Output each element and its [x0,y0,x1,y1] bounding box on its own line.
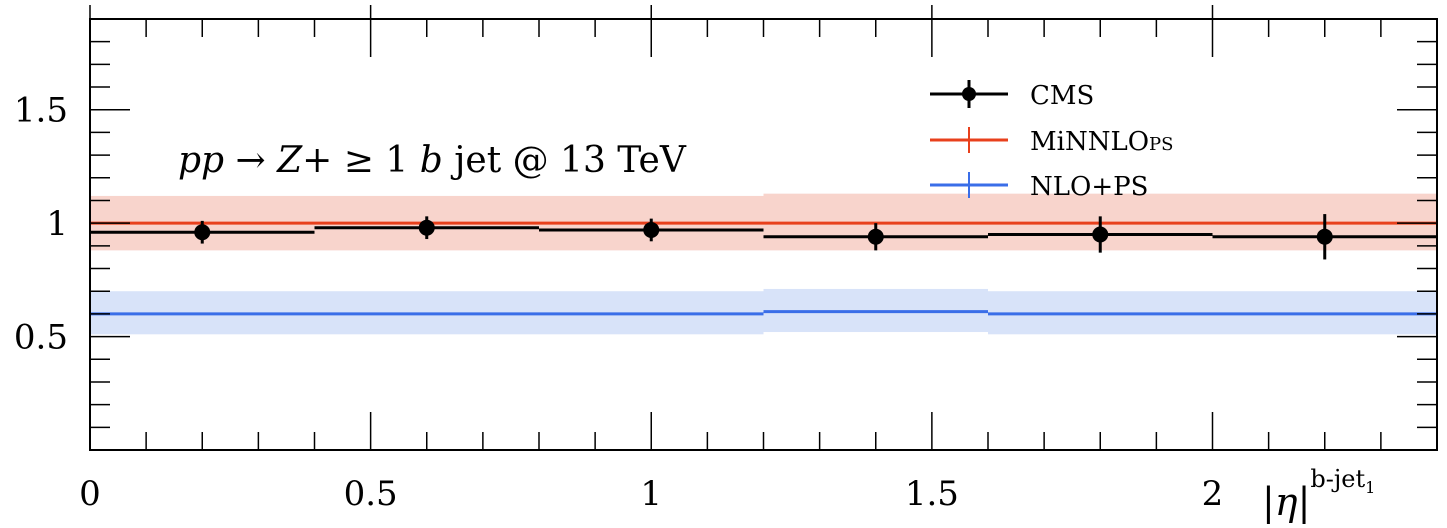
legend-entry-cms: CMS [930,80,1094,111]
x-tick-label-0: 0 [79,474,101,514]
x-tick-label-2: 1 [640,474,662,514]
x-tick-label-1: 0.5 [344,474,398,514]
cms-point-1 [418,219,435,236]
legend-label-nlops: NLO+PS [1030,172,1148,202]
legend-label-minnlo: MiNNLOPS [1030,127,1173,157]
legend-label-cms: CMS [1030,81,1094,111]
y-tick-label-2: 1.5 [14,91,68,131]
y-tick-label-0: 0.5 [14,318,68,358]
legend-dot-cms [962,87,976,101]
x-tick-label-3: 1.5 [905,474,959,514]
cms-point-0 [194,224,211,241]
legend-entry-minnlo: MiNNLOPS [930,127,1173,157]
process-annotation: pp → Z+ ≥ 1 b jet @ 13 TeV [178,140,687,181]
cms-point-2 [643,221,660,238]
cms-point-4 [1092,226,1109,243]
legend: CMS MiNNLOPS NLO+PS [930,80,1173,202]
data-points [90,214,1437,260]
tick-labels: 0 0.5 1 1.5 2 0.5 1 1.5 [14,91,1223,514]
x-tick-label-4: 2 [1202,474,1224,514]
cms-point-3 [867,228,884,245]
legend-entry-nlops: NLO+PS [930,172,1148,202]
y-tick-label-1: 1 [46,204,68,244]
x-axis-label: |η|b-jet1 [1262,465,1375,524]
axes [89,5,1438,451]
cms-point-5 [1316,228,1333,245]
